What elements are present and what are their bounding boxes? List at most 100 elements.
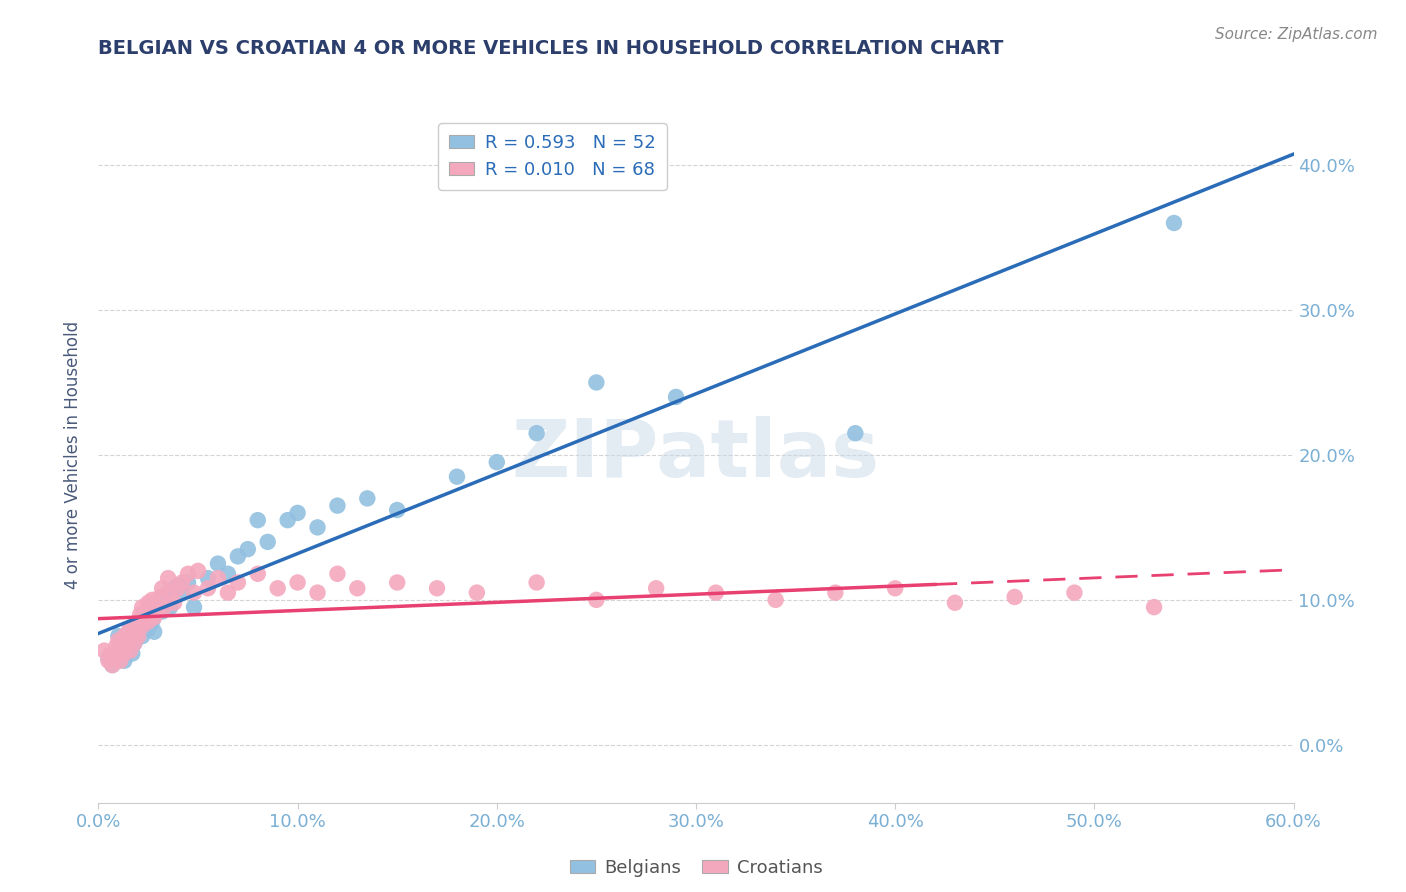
Point [177,575,200,590]
Point [117,624,139,639]
Point [129,607,152,622]
Point [150,605,173,619]
Point [172,585,194,599]
Point [131,629,153,643]
Point [117,643,139,657]
Point [101,658,124,673]
Point [143,610,166,624]
Point [136,596,159,610]
Point [824,585,846,599]
Point [207,557,229,571]
Point [159,600,181,615]
Point [153,592,176,607]
Point [141,615,163,629]
Point [197,571,219,585]
Point [150,582,173,596]
Point [1143,600,1166,615]
Point [585,592,607,607]
Point [884,582,907,596]
Point [100,648,122,662]
Point [172,575,194,590]
Text: Source: ZipAtlas.com: Source: ZipAtlas.com [1215,27,1378,42]
Point [356,491,378,506]
Point [1004,590,1026,604]
Point [107,629,129,643]
Point [287,506,309,520]
Point [267,582,290,596]
Point [131,619,153,633]
Point [287,575,309,590]
Point [226,549,249,564]
Point [134,607,156,622]
Point [105,639,128,653]
Point [665,390,688,404]
Point [226,575,249,590]
Point [346,582,368,596]
Point [157,585,180,599]
Point [141,592,163,607]
Point [277,513,299,527]
Point [129,619,152,633]
Point [167,582,190,596]
Point [326,499,349,513]
Text: ZIPatlas: ZIPatlas [512,416,880,494]
Point [135,605,157,619]
Point [307,520,329,534]
Point [117,633,139,648]
Point [385,503,409,517]
Point [704,585,727,599]
Point [101,658,124,673]
Point [131,610,153,624]
Point [197,582,219,596]
Point [167,578,190,592]
Point [187,564,209,578]
Point [426,582,449,596]
Point [107,643,129,657]
Point [121,629,143,643]
Point [645,582,668,596]
Point [526,426,548,441]
Point [307,585,329,599]
Point [127,624,149,639]
Point [465,585,488,599]
Point [112,647,135,661]
Point [207,571,229,585]
Point [183,600,205,615]
Point [139,605,162,619]
Point [236,542,259,557]
Point [149,590,172,604]
Point [217,585,239,599]
Point [124,636,146,650]
Point [485,455,508,469]
Point [107,633,129,648]
Point [526,575,548,590]
Point [157,571,180,585]
Point [127,615,149,629]
Text: BELGIAN VS CROATIAN 4 OR MORE VEHICLES IN HOUSEHOLD CORRELATION CHART: BELGIAN VS CROATIAN 4 OR MORE VEHICLES I… [98,39,1004,58]
Point [159,585,181,599]
Point [256,534,278,549]
Point [117,633,139,648]
Point [246,566,269,581]
Point [585,376,607,390]
Point [134,610,156,624]
Point [97,651,120,665]
Point [844,426,866,441]
Point [163,582,186,596]
Point [177,566,200,581]
Point [103,651,125,665]
Legend: Belgians, Croatians: Belgians, Croatians [562,852,830,884]
Point [183,585,205,599]
Point [943,596,966,610]
Point [93,643,115,657]
Point [136,615,159,629]
Point [112,654,135,668]
Point [385,575,409,590]
Point [1163,216,1185,230]
Point [217,566,239,581]
Point [246,513,269,527]
Point [1063,585,1085,599]
Point [148,600,170,615]
Point [121,647,143,661]
Point [127,629,149,643]
